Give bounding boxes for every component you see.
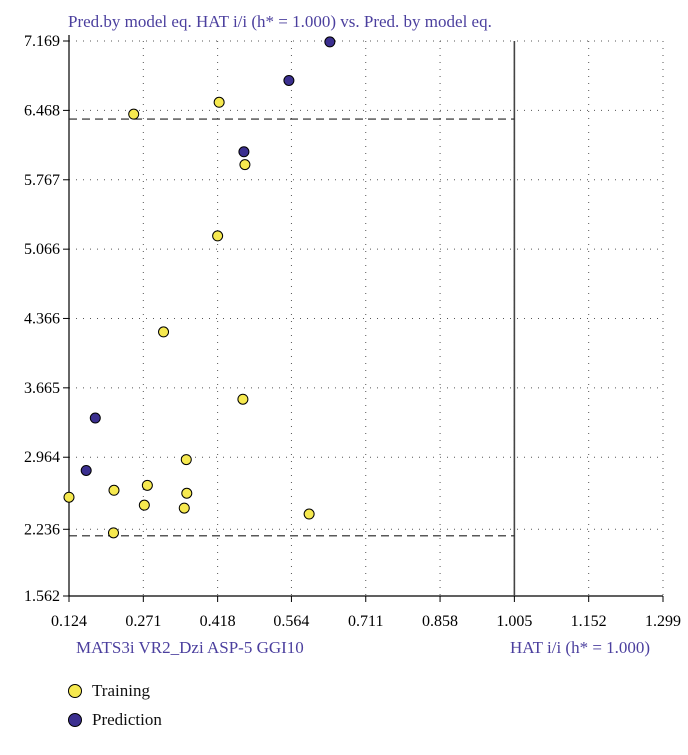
scatter-chart: Pred.by model eq. HAT i/i (h* = 1.000) v… xyxy=(24,12,681,630)
point-training xyxy=(237,393,249,405)
y-tick-label: 5.767 xyxy=(24,172,60,189)
point-training xyxy=(108,484,120,496)
point-training xyxy=(239,159,251,171)
point-training xyxy=(212,230,224,242)
point-prediction xyxy=(89,412,101,424)
legend-swatch-training xyxy=(68,684,82,698)
point-training xyxy=(180,454,192,466)
x-tick-label: 0.271 xyxy=(125,613,161,630)
y-tick-label: 2.964 xyxy=(24,449,60,466)
legend-item-training: Training xyxy=(68,681,150,701)
chart-title: Pred.by model eq. HAT i/i (h* = 1.000) v… xyxy=(68,12,492,31)
y-tick-label: 5.066 xyxy=(24,241,60,258)
data-points xyxy=(63,36,336,539)
legend-label: Training xyxy=(92,681,150,700)
x-tick-label: 0.711 xyxy=(348,613,383,630)
point-prediction xyxy=(283,74,295,86)
point-training xyxy=(181,487,193,499)
point-training xyxy=(138,499,150,511)
grid xyxy=(69,40,664,596)
hat-label: HAT i/i (h* = 1.000) xyxy=(510,638,651,657)
x-tick-label: 1.005 xyxy=(496,613,532,630)
point-training xyxy=(178,502,190,514)
x-tick-label: 0.564 xyxy=(273,613,309,630)
y-tick-label: 2.236 xyxy=(24,521,60,538)
limit-lines xyxy=(69,41,516,596)
point-training xyxy=(158,326,170,338)
point-training xyxy=(303,508,315,520)
y-tick-label: 4.366 xyxy=(24,310,60,327)
x-tick-label: 0.418 xyxy=(200,613,236,630)
legend-item-prediction: Prediction xyxy=(68,710,162,730)
legend-swatch-prediction xyxy=(68,713,82,727)
legend-label: Prediction xyxy=(92,710,162,729)
x-tick-label: 0.124 xyxy=(51,613,87,630)
point-training xyxy=(63,491,75,503)
point-training xyxy=(213,96,225,108)
y-tick-label: 7.169 xyxy=(24,33,60,50)
point-training xyxy=(141,479,153,491)
y-tick-label: 1.562 xyxy=(24,588,60,605)
point-prediction xyxy=(238,146,250,158)
x-tick-label: 0.858 xyxy=(422,613,458,630)
point-training xyxy=(128,108,140,120)
tick-labels: 0.124 0.271 0.418 0.564 0.711 0.858 1.005 1.152… xyxy=(24,33,681,630)
point-prediction xyxy=(324,36,336,48)
y-tick-label: 3.665 xyxy=(24,380,60,397)
descriptor-label: MATS3i VR2_Dzi ASP-5 GGI10 xyxy=(76,638,304,657)
point-training xyxy=(107,527,119,539)
x-tick-label: 1.152 xyxy=(571,613,607,630)
y-tick-label: 6.468 xyxy=(24,102,60,119)
x-tick-label: 1.299 xyxy=(645,613,681,630)
point-prediction xyxy=(80,464,92,476)
